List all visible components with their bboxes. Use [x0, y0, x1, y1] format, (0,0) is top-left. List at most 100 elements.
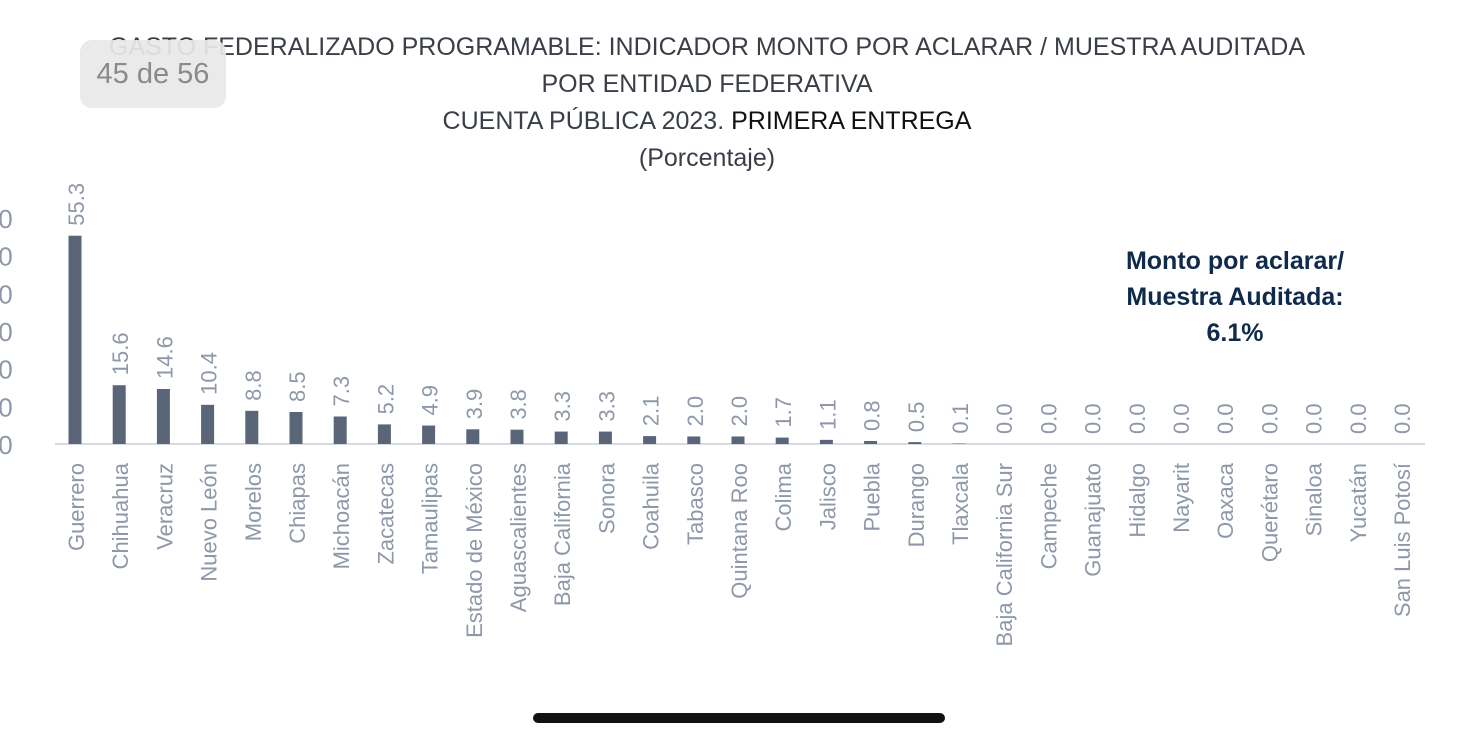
bar-value-label: 7.3	[329, 376, 354, 407]
bar	[510, 429, 524, 444]
bar-value-label: 5.2	[373, 384, 398, 415]
bar	[289, 411, 303, 444]
chart-title-year: CUENTA PÚBLICA 2023.	[442, 107, 732, 135]
bar-value-label: 3.9	[462, 389, 487, 420]
bar-value-label: 0.0	[1125, 403, 1150, 434]
category-label: Tlaxcala	[948, 462, 973, 545]
bar	[333, 416, 347, 444]
annotation-line-1: Monto por aclarar/	[1125, 247, 1345, 275]
category-label: Guerrero	[64, 463, 89, 551]
bar-value-label: 14.6	[152, 336, 177, 379]
category-label: Hidalgo	[1125, 463, 1150, 538]
bar	[201, 404, 215, 444]
bar	[598, 431, 612, 444]
y-tick-label: .0	[0, 204, 13, 234]
bar-value-label: 2.0	[727, 396, 752, 427]
bar	[377, 424, 391, 444]
bar-value-label: 10.4	[197, 352, 222, 395]
bar-value-label: 1.1	[815, 399, 840, 430]
category-label: Morelos	[241, 463, 266, 541]
bar	[864, 440, 878, 444]
bar	[643, 436, 657, 444]
annotation-line-2: Muestra Auditada:	[1126, 283, 1344, 311]
y-tick-label: .0	[0, 355, 13, 385]
bar	[775, 437, 789, 444]
category-label: Chiapas	[285, 463, 310, 544]
category-label: Chihuahua	[108, 462, 133, 569]
page-indicator-badge: 45 de 56	[80, 40, 226, 108]
y-tick-label: .0	[0, 279, 13, 309]
bar	[731, 436, 745, 444]
bar	[819, 439, 833, 444]
category-label: Tabasco	[683, 463, 708, 545]
bar-value-label: 0.0	[992, 403, 1017, 434]
category-label: Aguascalientes	[506, 463, 531, 612]
bar-value-label: 0.0	[1302, 403, 1327, 434]
category-labels-group: Guerrero Chihuahua Veracruz Nuevo León Morel…	[64, 462, 1415, 646]
category-label: Colima	[771, 462, 796, 531]
y-tick-label: .0	[0, 242, 13, 272]
bar-value-label: 3.3	[550, 391, 575, 422]
category-label: Durango	[904, 463, 929, 547]
category-label: Quintana Roo	[727, 463, 752, 599]
category-label: Puebla	[860, 462, 885, 531]
bar-value-label: 3.8	[506, 389, 531, 420]
bar-value-label: 0.0	[1346, 403, 1371, 434]
bar-value-label: 4.9	[418, 385, 443, 416]
chart-title-line-3: CUENTA PÚBLICA 2023. PRIMERA ENTREGA	[0, 107, 1414, 136]
category-label: Tamaulipas	[418, 463, 443, 574]
category-label: Estado de México	[462, 463, 487, 638]
annotation-value: 6.1%	[1206, 319, 1264, 347]
category-label: Nayarit	[1169, 463, 1194, 533]
chart-title-line-2: POR ENTIDAD FEDERATIVA	[541, 70, 873, 98]
bar-value-label: 0.1	[948, 403, 973, 434]
bar-value-label: 0.0	[1036, 403, 1061, 434]
bar-value-label: 2.1	[639, 395, 664, 426]
category-label: Querétaro	[1257, 463, 1282, 562]
bar-value-label: 0.8	[860, 400, 885, 431]
category-label: Campeche	[1036, 463, 1061, 569]
category-label: Oaxaca	[1213, 462, 1238, 539]
category-label: Veracruz	[152, 463, 177, 550]
category-label: Jalisco	[815, 463, 840, 530]
bar	[156, 389, 170, 444]
bar	[112, 385, 126, 444]
bar-value-label: 3.3	[594, 391, 619, 422]
bar	[245, 410, 259, 444]
category-label: Michoacán	[329, 463, 354, 569]
bar-value-label: 0.0	[1169, 403, 1194, 434]
bar-value-label: 0.5	[904, 402, 929, 433]
bar-value-label: 55.3	[64, 183, 89, 226]
category-label: Nuevo León	[197, 463, 222, 582]
bar-value-label: 1.7	[771, 397, 796, 428]
bar	[908, 442, 922, 444]
home-indicator-bar[interactable]	[533, 713, 945, 723]
category-label: Baja California	[550, 462, 575, 606]
bar	[466, 429, 480, 444]
bar	[422, 425, 436, 444]
bars-group	[68, 235, 966, 444]
chart-title-delivery: PRIMERA ENTREGA	[731, 107, 972, 135]
category-label: Guanajuato	[1081, 463, 1106, 577]
category-label: Coahuila	[639, 462, 664, 550]
bar	[68, 235, 82, 444]
summary-annotation: Monto por aclarar/ Muestra Auditada: 6.1…	[1090, 243, 1380, 351]
y-tick-label: .0	[0, 317, 13, 347]
bar-value-label: 15.6	[108, 332, 133, 375]
bar-value-label: 8.5	[285, 371, 310, 402]
bar-value-label: 0.0	[1390, 403, 1415, 434]
chart-subtitle-units: (Porcentaje)	[638, 144, 776, 172]
category-label: Baja California Sur	[992, 463, 1017, 646]
category-label: Sinaloa	[1302, 462, 1327, 536]
chart-title-line-1: GASTO FEDERALIZADO PROGRAMABLE: INDICADO…	[108, 33, 1306, 61]
y-tick-label: .0	[0, 430, 13, 460]
bar	[687, 436, 701, 444]
bar-value-label: 8.8	[241, 370, 266, 401]
category-label: Yucatán	[1346, 463, 1371, 543]
bar-value-label: 0.0	[1213, 403, 1238, 434]
category-label: Sonora	[594, 462, 619, 534]
y-axis-ticks: .0 .0 .0 .0 .0 .0 .0	[0, 204, 13, 460]
bar	[554, 431, 568, 444]
value-labels-group: 55.3 15.6 14.6 10.4 8.8 8.5 7.3 5.2 4.9 3.9 3.8 3.3…	[64, 183, 1415, 434]
